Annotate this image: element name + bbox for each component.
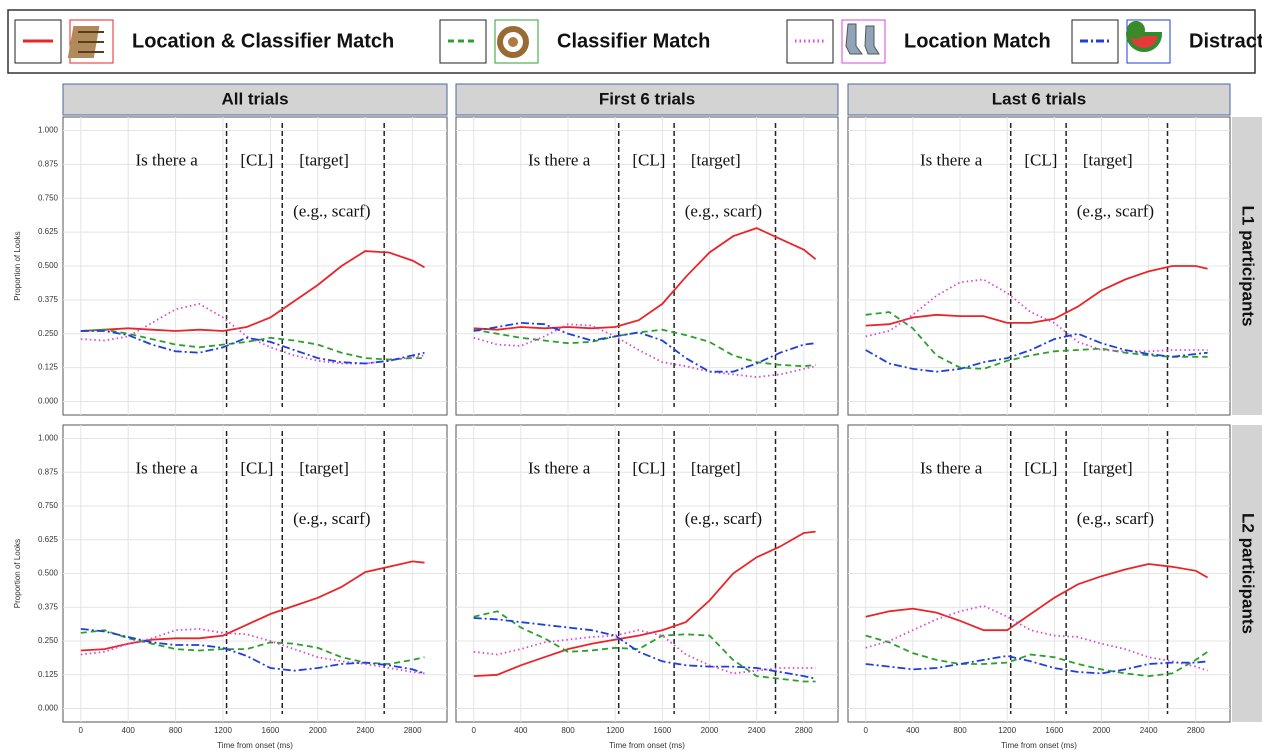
y-tick-label: 0.750 (38, 501, 59, 510)
y-tick-label: 0.875 (38, 467, 59, 476)
panel: 0.000 0.125 0.250 0.375 0.500 0.625 0.750 0.875… (13, 117, 447, 415)
annotation: (e.g., scarf) (293, 201, 370, 220)
annotation: [CL] (240, 151, 273, 170)
y-tick-label: 0.500 (38, 569, 59, 578)
annotation: [CL] (240, 459, 273, 478)
y-tick-label: 0.625 (38, 535, 59, 544)
x-tick-label: 2800 (1187, 726, 1205, 735)
panel: Is there a [CL] [target] (e.g., scarf) (456, 117, 838, 415)
x-tick-label: 0 (471, 726, 476, 735)
y-axis-label: Proportion of Looks (13, 231, 22, 300)
x-tick-label: 400 (514, 726, 528, 735)
x-tick-label: 1600 (1045, 726, 1063, 735)
x-tick-label: 800 (561, 726, 575, 735)
annotation: [target] (1083, 459, 1133, 478)
annotation: [target] (299, 459, 349, 478)
x-tick-label: 2400 (1140, 726, 1158, 735)
x-tick-label: 1200 (606, 726, 624, 735)
row-header: L2 participants (1239, 513, 1258, 634)
annotation: [target] (691, 151, 741, 170)
y-tick-label: 0.250 (38, 636, 59, 645)
panel: 0.000 0.125 0.250 0.375 0.500 0.625 0.750 0.875… (13, 425, 447, 750)
y-tick-label: 0.375 (38, 602, 59, 611)
annotation: [target] (691, 459, 741, 478)
x-tick-label: 0 (863, 726, 868, 735)
y-tick-label: 1.000 (38, 126, 59, 135)
x-axis-label: Time from onset (ms) (609, 741, 685, 750)
column-header: First 6 trials (599, 89, 695, 108)
icon-snake-inner (508, 37, 518, 47)
annotation: (e.g., scarf) (1077, 201, 1154, 220)
annotation: Is there a (136, 459, 199, 478)
legend-label: Distractor (1189, 30, 1262, 52)
x-tick-label: 400 (906, 726, 920, 735)
x-tick-label: 2400 (356, 726, 374, 735)
x-tick-label: 1200 (214, 726, 232, 735)
icon-melon-whole (1127, 21, 1145, 39)
x-axis-label: Time from onset (ms) (1001, 741, 1077, 750)
x-tick-label: 2800 (404, 726, 422, 735)
x-axis-label: Time from onset (ms) (217, 741, 293, 750)
y-axis-label: Proportion of Looks (13, 539, 22, 608)
y-tick-label: 0.375 (38, 295, 59, 304)
annotation: (e.g., scarf) (685, 509, 762, 528)
annotation: Is there a (920, 151, 983, 170)
annotation: Is there a (136, 151, 199, 170)
y-tick-label: 0.625 (38, 227, 59, 236)
y-tick-label: 0.000 (38, 397, 59, 406)
x-tick-label: 1600 (262, 726, 280, 735)
annotation: [CL] (1024, 151, 1057, 170)
legend-label: Classifier Match (557, 30, 710, 52)
y-tick-label: 0.125 (38, 670, 59, 679)
annotation: (e.g., scarf) (685, 201, 762, 220)
y-tick-label: 0.250 (38, 329, 59, 338)
row-header: L1 participants (1239, 206, 1258, 327)
x-tick-label: 2000 (1093, 726, 1111, 735)
y-tick-label: 1.000 (38, 434, 59, 443)
annotation: (e.g., scarf) (1077, 509, 1154, 528)
annotation: Is there a (920, 459, 983, 478)
annotation: [target] (1083, 151, 1133, 170)
panel: 0 400 800 1200 1600 2000 2400 2800 Is there a [CL… (848, 425, 1230, 750)
y-tick-label: 0.125 (38, 363, 59, 372)
figure: Location & Classifier Match Classifier Ma… (0, 0, 1262, 753)
x-tick-label: 1200 (998, 726, 1016, 735)
annotation: [CL] (632, 151, 665, 170)
x-tick-label: 2800 (795, 726, 813, 735)
x-tick-label: 2400 (748, 726, 766, 735)
x-tick-label: 0 (79, 726, 84, 735)
y-tick-label: 0.875 (38, 160, 59, 169)
annotation: [CL] (1024, 459, 1057, 478)
x-tick-label: 2000 (309, 726, 327, 735)
annotation: Is there a (528, 459, 591, 478)
x-tick-label: 400 (122, 726, 136, 735)
y-tick-label: 0.750 (38, 193, 59, 202)
y-tick-label: 0.000 (38, 704, 59, 713)
panel: Is there a [CL] [target] (e.g., scarf) (848, 117, 1230, 415)
column-header: All trials (221, 89, 288, 108)
x-tick-label: 1600 (653, 726, 671, 735)
legend-label: Location Match (904, 30, 1051, 52)
page: Location & Classifier Match Classifier Ma… (0, 0, 1262, 753)
legend-label: Location & Classifier Match (132, 30, 394, 52)
annotation: (e.g., scarf) (293, 509, 370, 528)
y-tick-label: 0.500 (38, 261, 59, 270)
x-tick-label: 2000 (701, 726, 719, 735)
annotation: [target] (299, 151, 349, 170)
x-tick-label: 800 (169, 726, 183, 735)
x-tick-label: 800 (953, 726, 967, 735)
legend-line-box (1072, 20, 1118, 63)
annotation: [CL] (632, 459, 665, 478)
panel: 0 400 800 1200 1600 2000 2400 2800 Is there a [CL… (456, 425, 838, 750)
column-header: Last 6 trials (992, 89, 1087, 108)
annotation: Is there a (528, 151, 591, 170)
